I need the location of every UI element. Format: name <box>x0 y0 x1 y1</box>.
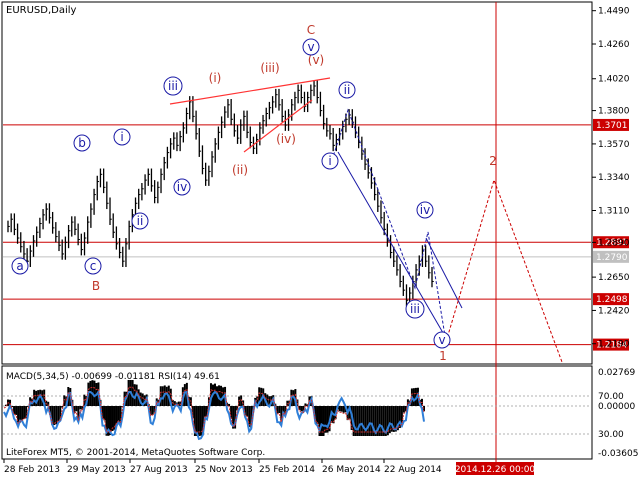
wave-label-circle <box>302 38 320 56</box>
channel-upper-line <box>169 77 331 105</box>
wave-label: B <box>92 279 100 293</box>
level-label: 1.2891 <box>596 238 628 248</box>
price-tick-label: 1.4260 <box>598 40 630 50</box>
level-label-box <box>593 338 629 351</box>
date-tick-label: 25 Feb 2014 <box>259 465 315 475</box>
wave-label: (iii) <box>260 61 279 75</box>
wave-label: (iv) <box>276 132 296 146</box>
wave-labels: abcBiiiiiiiv(i)(ii)(iii)(iv)(v)vCiiiiiii… <box>11 23 497 363</box>
downtrend-channel-line-2 <box>425 237 463 309</box>
indicator-tick-label: 70.00 <box>598 392 624 402</box>
wave-label-circle <box>113 128 131 146</box>
level-label: 1.2790 <box>596 253 628 263</box>
indicator-label: MACD(5,34,5) -0.00699 -0.01181 RSI(14) 4… <box>6 372 220 382</box>
wave-label: ii <box>344 83 351 97</box>
indicator-tick-label: 30.00 <box>598 430 624 440</box>
wave-label-circle <box>173 178 191 196</box>
level-label: 1.2498 <box>596 295 628 305</box>
wave-lines <box>169 77 563 363</box>
indicator-tick-label: 0.02769 <box>598 368 635 378</box>
level-label: 1.2184 <box>596 341 628 351</box>
wave-label: (v) <box>308 53 324 67</box>
projection-path-red-dashed <box>445 178 563 363</box>
wave-label: iii <box>410 302 420 316</box>
date-tick-label: 26 May 2014 <box>322 465 381 475</box>
price-tick-label: 1.3570 <box>598 140 630 150</box>
horizontal-levels: 1.3701 1.2891 1.2790 1.2498 1.2184 <box>3 118 629 351</box>
wave-label-circle <box>321 152 339 170</box>
price-axis: 1.4490 1.4260 1.4020 1.3800 1.3570 1.3340 1.31… <box>592 7 630 350</box>
channel-lower-line <box>243 99 313 153</box>
wave-label: i <box>328 154 331 168</box>
wave-label: iii <box>168 79 178 93</box>
wave-label: b <box>78 136 86 150</box>
price-tick-label: 1.4490 <box>598 7 630 17</box>
price-tick-label: 1.3340 <box>598 173 630 183</box>
wave-label-circle <box>131 212 149 230</box>
downtrend-channel-line <box>337 151 447 339</box>
date-axis: 28 Feb 2013 29 May 2013 27 Aug 2013 25 Nov … <box>3 459 442 475</box>
wave-label: v <box>307 40 314 54</box>
symbol-label: EURUSD,Daily <box>6 5 77 16</box>
price-tick-label: 1.4020 <box>598 75 630 85</box>
date-tick-label: 28 Feb 2013 <box>4 465 60 475</box>
price-tick-label: 1.3110 <box>598 207 630 217</box>
date-tick-label: 29 May 2013 <box>67 465 126 475</box>
level-label: 1.3701 <box>596 121 628 131</box>
wave-label: C <box>307 23 315 37</box>
wave-label-circle <box>11 257 29 275</box>
wave-label: (ii) <box>232 163 248 177</box>
wave-label-circle <box>433 331 451 349</box>
price-series <box>7 80 434 307</box>
wave-label-circle <box>84 257 102 275</box>
wave-label-circle <box>73 134 91 152</box>
wave-label: c <box>90 259 97 273</box>
wave-label-circle <box>405 299 425 319</box>
wave-label: i <box>120 130 123 144</box>
level-label-box <box>593 250 629 263</box>
cursor-date-box <box>456 462 534 475</box>
wave-label-circle <box>338 81 356 99</box>
wave-label: 2 <box>489 154 497 168</box>
wave-path-blue-dashed <box>331 108 447 343</box>
wave-label: 1 <box>439 349 447 363</box>
wave-label: a <box>16 259 23 273</box>
wave-label: v <box>438 333 445 347</box>
cursor-date-label: 2014.12.26 00:00 <box>455 465 536 475</box>
price-tick-label: 1.2420 <box>598 306 630 316</box>
price-tick-label: 1.2650 <box>598 273 630 283</box>
wave-label-circle <box>163 76 183 96</box>
wave-label: (i) <box>209 71 222 85</box>
level-label-box <box>593 236 629 249</box>
date-tick-label: 25 Nov 2013 <box>195 465 253 475</box>
level-label-box <box>593 118 629 131</box>
wave-label: ii <box>137 214 144 228</box>
price-tick-label: 1.3800 <box>598 107 630 117</box>
main-chart-frame <box>1 1 593 365</box>
rsi-line <box>3 389 425 441</box>
wave-label-circle <box>416 201 434 219</box>
date-tick-label: 27 Aug 2013 <box>130 465 188 475</box>
macd-signal-line <box>3 386 425 433</box>
price-tick-label: 1.2190 <box>598 340 630 350</box>
wave-label: iv <box>177 180 187 194</box>
copyright-label: LiteForex MT5, © 2001-2014, MetaQuotes S… <box>6 448 265 458</box>
level-label-box <box>593 293 629 306</box>
indicator-tick-label: 0.00000 <box>598 402 635 412</box>
wave-label: iv <box>420 203 430 217</box>
price-tick-label: 1.2890 <box>598 238 630 248</box>
indicator-axis: 0.02769 70.000.00000 30.00 -0.03605 <box>598 368 638 459</box>
indicator-tick-label: -0.03605 <box>598 449 638 459</box>
date-tick-label: 22 Aug 2014 <box>384 465 442 475</box>
